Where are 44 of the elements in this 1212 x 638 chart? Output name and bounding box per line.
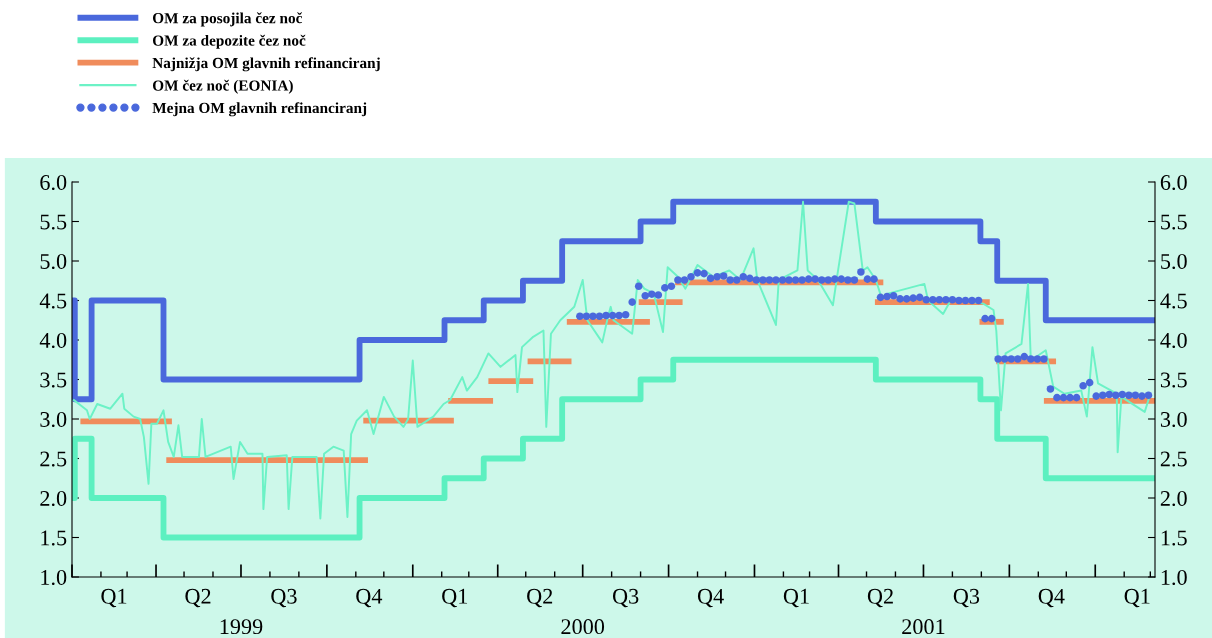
y-tick-label: 3.0: [40, 411, 67, 428]
x-tick-label: Q4: [356, 588, 383, 608]
x-tick-label: Q3: [612, 588, 639, 608]
y-tick-label: 4.0: [39, 332, 67, 349]
y2-tick-label: 5.5: [1161, 214, 1187, 230]
legend-label: Mejna OM glavnih refinanciranj: [152, 102, 367, 117]
y2-tick-label: 4.0: [1160, 332, 1187, 349]
y2-tick-label: 2.5: [1160, 451, 1187, 467]
legend-label: OM za depozite čez noč: [152, 34, 306, 49]
y2-tick-label: 3.0: [1160, 411, 1187, 428]
text: 1999: [220, 619, 263, 635]
y2-tick-label: 3.5: [1160, 372, 1187, 388]
x-tick-label: Q1: [783, 588, 809, 608]
text: 2001: [902, 619, 945, 635]
x-tick-label: Q4: [697, 588, 724, 608]
y2-tick-label: 1.5: [1161, 530, 1187, 546]
y-tick-label: 2.0: [40, 490, 67, 507]
y-tick-label: 3.5: [40, 372, 67, 388]
y-tick-label: 5.5: [40, 214, 67, 230]
y-tick-label: 1.0: [41, 569, 67, 586]
x-tick-label: Q3: [271, 588, 297, 608]
x-tick-label: Q1: [1124, 588, 1150, 608]
y2-tick-label: 1.0: [1161, 569, 1187, 586]
line-series: [72, 200, 1151, 520]
x-tick-label: Q2: [527, 588, 553, 608]
x-tick-label: Q2: [867, 588, 893, 608]
legend-label: Najnižja OM glavnih refinanciranj: [152, 57, 380, 72]
y2-tick-label: 6.0: [1160, 174, 1187, 191]
legend-label: OM čez noč (EONIA): [152, 79, 293, 94]
x-tick-label: Q1: [442, 588, 468, 608]
legend-label: OM za posojila čez noč: [152, 12, 303, 27]
y2-tick-label: 5.0: [1161, 253, 1187, 270]
x-tick-label: Q2: [185, 588, 211, 608]
y-tick-label: 5.0: [40, 253, 67, 270]
y-tick-label: 6.0: [40, 174, 67, 191]
x-tick-label: Q1: [101, 588, 127, 608]
y-tick-label: 2.5: [40, 451, 67, 467]
y2-tick-label: 4.5: [1160, 293, 1187, 309]
y-tick-label: 4.5: [39, 293, 67, 309]
y2-tick-label: 2.0: [1160, 490, 1187, 507]
y-tick-label: 1.5: [41, 530, 67, 546]
x-tick-label: Q3: [953, 588, 980, 608]
x-tick-label: Q4: [1038, 588, 1065, 608]
text: 2000: [561, 619, 605, 635]
